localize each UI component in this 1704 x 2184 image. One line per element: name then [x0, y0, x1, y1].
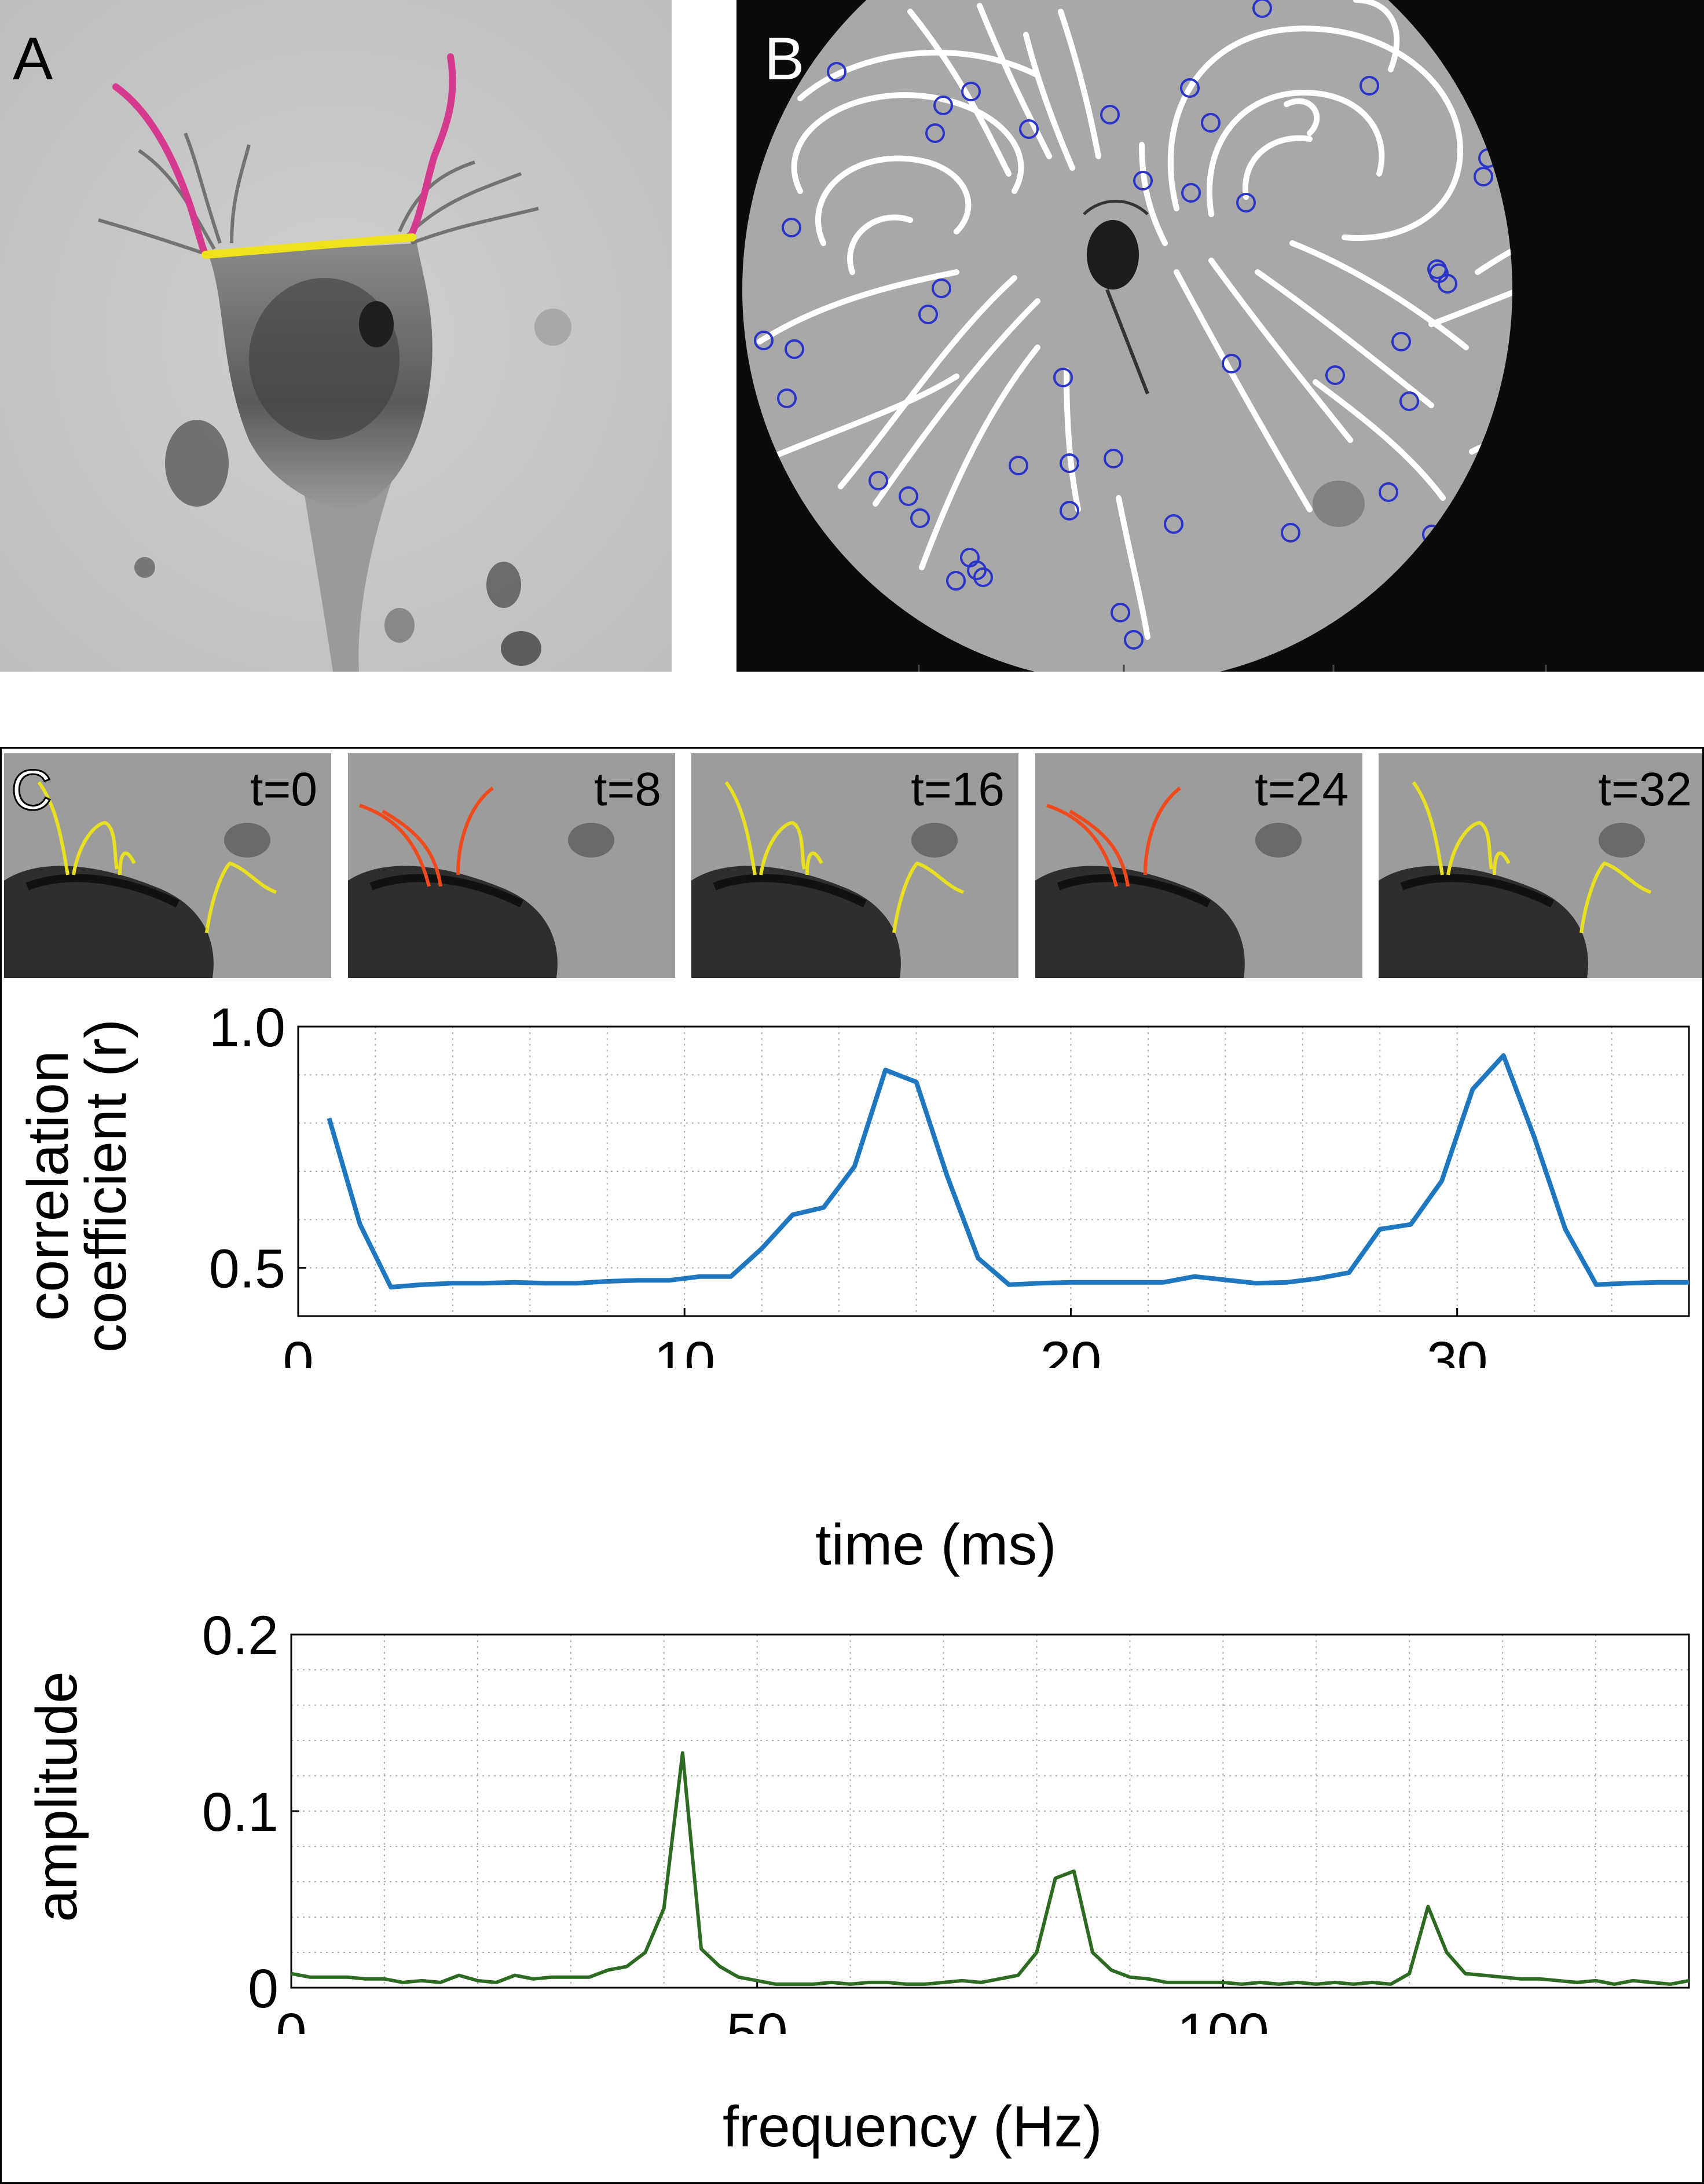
frame-time-label: t=0	[250, 766, 317, 813]
x-tick-label: 0	[276, 2002, 307, 2034]
frame-time-label: t=8	[594, 766, 661, 813]
correlation-ylabel-line2: coefficient (r)	[77, 1019, 135, 1353]
x-tick-label: 0	[283, 1331, 314, 1368]
panel-b-label: B	[764, 29, 804, 89]
vorticella-micrograph	[0, 0, 672, 672]
x-tick-label: 50	[727, 2002, 788, 2034]
spectrum-ylabel: amplitude	[28, 1671, 86, 1922]
x-tick-label: 100	[1177, 2002, 1269, 2034]
flow-field-image	[736, 0, 1704, 672]
panel-c-label: C	[11, 761, 52, 818]
panel-c: t=0 t=8 t=16 t=24 t=32 C 0 10 20 30 0.5 1.0 corre…	[0, 747, 1704, 2184]
frame-4: t=32	[1379, 753, 1704, 978]
spectrum-xlabel: frequency (Hz)	[723, 2098, 1102, 2156]
y-tick-label: 0	[248, 1958, 278, 2020]
correlation-ylabel: correlation coefficient (r)	[19, 1024, 135, 1348]
frame-time-label: t=32	[1598, 766, 1692, 813]
frame-3: t=24	[1035, 753, 1362, 978]
panel-b-flow-field: B	[736, 0, 1704, 672]
data-points	[291, 1753, 1689, 1984]
correlation-chart: 0 10 20 30 0.5 1.0	[2, 998, 1702, 1368]
data-points	[329, 1056, 1689, 1287]
y-tick-label: 0.5	[209, 1238, 285, 1300]
y-tick-label: 0.1	[202, 1782, 278, 1843]
y-tick-label: 1.0	[209, 998, 285, 1058]
grid	[291, 1635, 1689, 1988]
frame-2: t=16	[691, 753, 1018, 978]
y-tick-label: 0.2	[202, 1605, 278, 1666]
panel-a-label: A	[13, 29, 53, 89]
spectrum-chart: 0 50 100 0 0.1 0.2	[2, 1594, 1702, 2034]
panel-a-micrograph: A	[0, 0, 672, 672]
spectrum-ylabel-wrap: amplitude	[13, 1635, 100, 1959]
data-series-line	[291, 1753, 1689, 1984]
x-tick-label: 30	[1427, 1331, 1488, 1368]
x-tick-label: 20	[1040, 1331, 1102, 1368]
frame-time-label: t=16	[911, 766, 1005, 813]
frame-1: t=8	[348, 753, 675, 978]
frame-time-label: t=24	[1255, 766, 1348, 813]
x-tick-label: 10	[654, 1331, 715, 1368]
correlation-ylabel-line1: correlation	[19, 1019, 77, 1353]
data-series-line	[329, 1056, 1689, 1287]
frame-0: t=0	[4, 753, 331, 978]
correlation-xlabel: time (ms)	[815, 1516, 1057, 1574]
